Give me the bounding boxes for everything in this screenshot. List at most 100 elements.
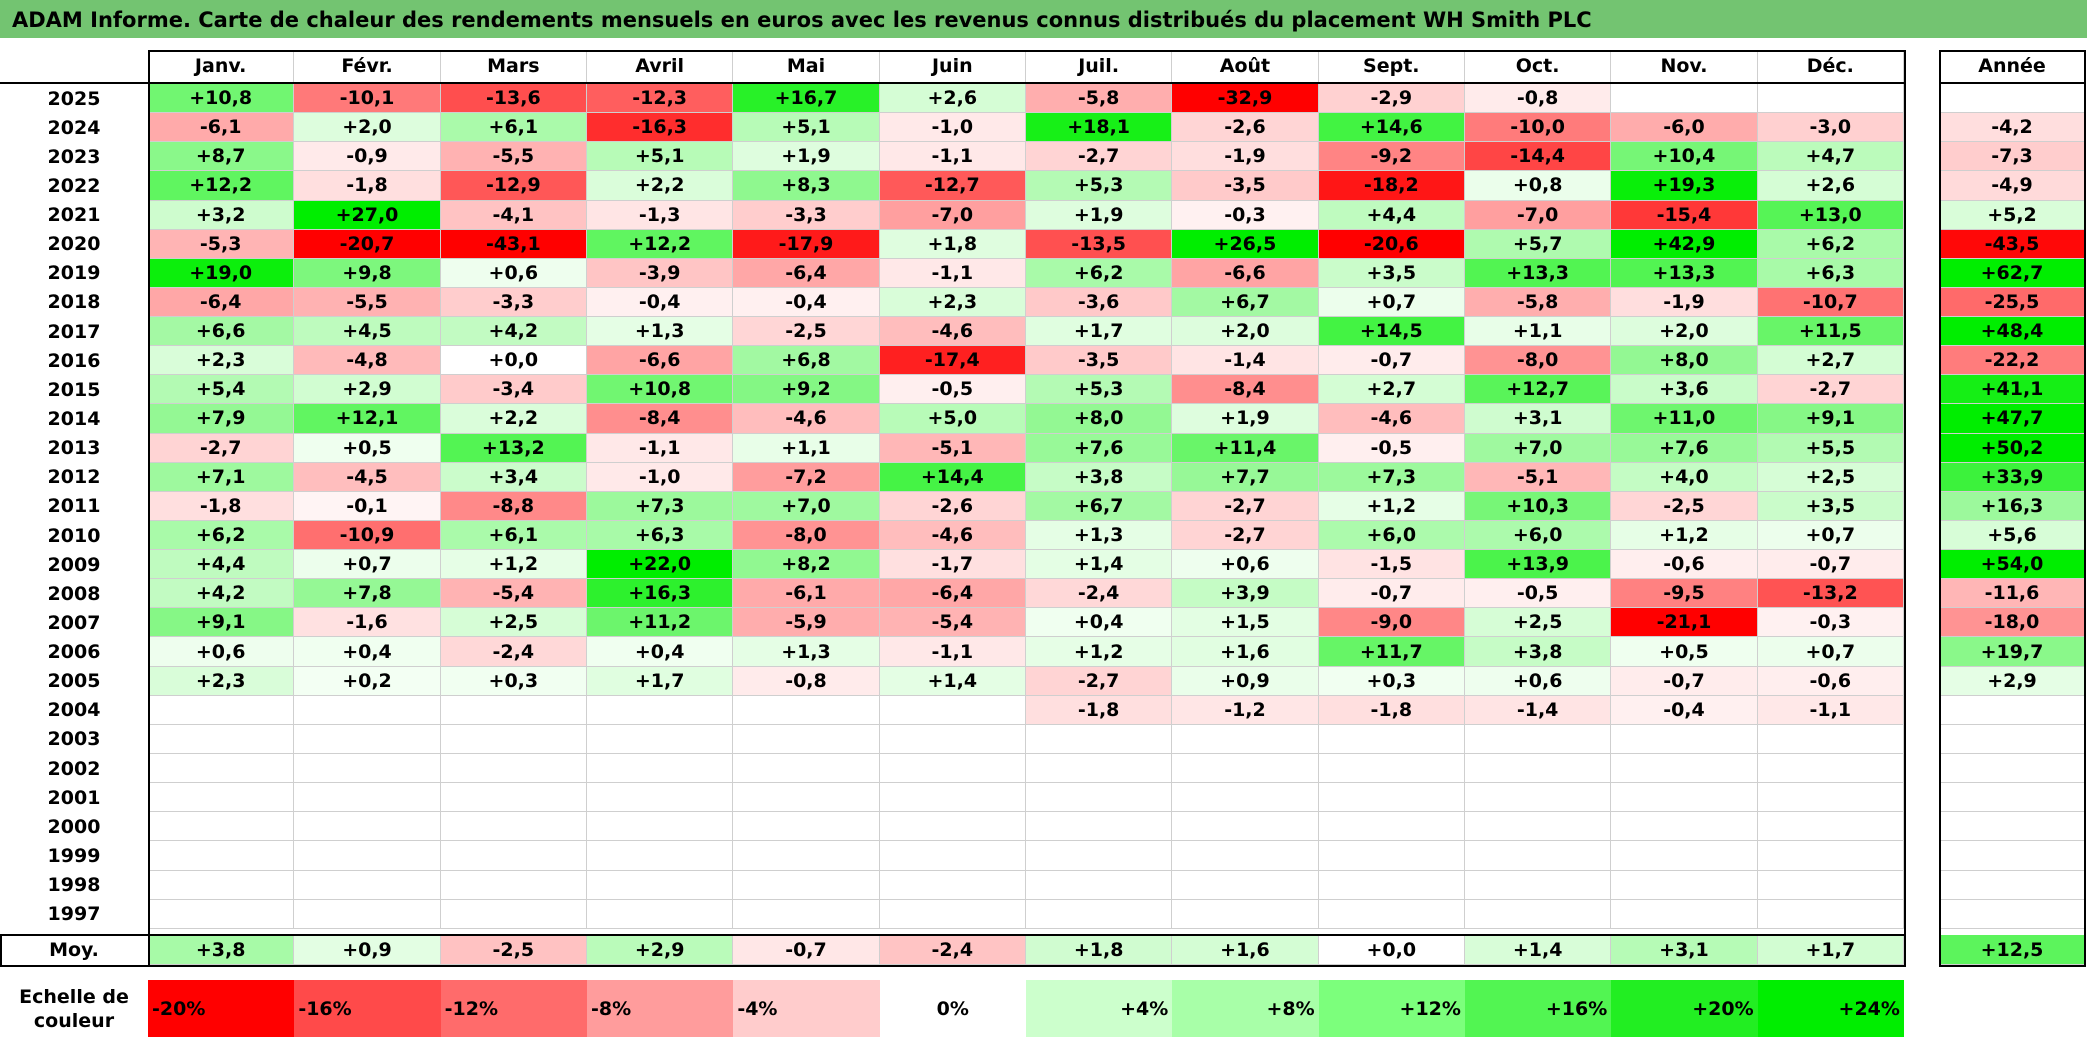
heatmap-cell bbox=[1025, 783, 1173, 813]
heatmap-cell: -0,9 bbox=[294, 142, 441, 172]
row-year-label: 2002 bbox=[47, 757, 101, 780]
row-year-label: 2014 bbox=[47, 407, 101, 430]
heatmap-cell bbox=[733, 812, 880, 842]
heatmap-cell: +0,6 bbox=[440, 258, 587, 288]
heatmap-cell: +3,1 bbox=[1464, 404, 1612, 434]
heatmap-cell: +5,7 bbox=[1464, 229, 1612, 259]
heatmap-cell: +4,2 bbox=[440, 317, 587, 347]
heatmap-cell: -4,5 bbox=[294, 462, 441, 492]
heatmap-cell bbox=[1318, 841, 1465, 871]
heatmap-cell: +7,0 bbox=[733, 491, 880, 521]
heatmap-cell: -0,4 bbox=[1611, 695, 1758, 725]
heatmap-cell: +11,7 bbox=[1318, 637, 1465, 667]
heatmap-cell bbox=[1318, 753, 1465, 784]
heatmap-cell bbox=[1464, 841, 1612, 871]
heatmap-cell bbox=[440, 695, 587, 725]
heatmap-cell: +7,1 bbox=[148, 462, 295, 492]
heatmap-cell: +4,7 bbox=[1757, 142, 1904, 172]
annual-cell: +19,7 bbox=[1939, 637, 2085, 667]
column-header: Nov. bbox=[1611, 50, 1758, 83]
column-header: Déc. bbox=[1757, 50, 1904, 83]
heatmap-cell: +2,6 bbox=[879, 84, 1026, 114]
heatmap-cell: +12,7 bbox=[1464, 375, 1612, 405]
heatmap-cell: -1,9 bbox=[1172, 142, 1319, 172]
heatmap-cell: +5,1 bbox=[586, 142, 734, 172]
heatmap-cell: -8,4 bbox=[586, 404, 734, 434]
heatmap-cell bbox=[586, 783, 734, 813]
heatmap-cell: +3,2 bbox=[148, 200, 295, 230]
heatmap-cell: -0,7 bbox=[1318, 579, 1465, 609]
heatmap-cell: +0,5 bbox=[1611, 637, 1758, 667]
heatmap-cell: +0,4 bbox=[294, 637, 441, 667]
average-annual-cell: +12,5 bbox=[1939, 935, 2085, 965]
heatmap-cell bbox=[294, 899, 441, 929]
heatmap-cell bbox=[586, 724, 734, 754]
heatmap-cell: +3,5 bbox=[1318, 258, 1465, 288]
heatmap-cell: +12,2 bbox=[148, 171, 295, 201]
year-column-header: Année bbox=[1939, 50, 2085, 83]
row-year-label: 2000 bbox=[47, 815, 101, 838]
heatmap-cell bbox=[1318, 870, 1465, 900]
row-year-label: 2006 bbox=[47, 641, 101, 664]
heatmap-cell: +9,1 bbox=[1757, 404, 1904, 434]
heatmap-cell: -1,9 bbox=[1611, 287, 1758, 318]
heatmap-cell: -2,7 bbox=[148, 433, 295, 463]
row-year-label: 2020 bbox=[47, 233, 101, 256]
heatmap-cell: +6,2 bbox=[148, 520, 295, 551]
heatmap-cell: +0,6 bbox=[1172, 550, 1319, 580]
heatmap-cell: +3,8 bbox=[1025, 462, 1173, 492]
heatmap-cell: -2,7 bbox=[1172, 520, 1319, 551]
heatmap-cell: +1,1 bbox=[1464, 317, 1612, 347]
heatmap-cell: -2,6 bbox=[879, 491, 1026, 521]
heatmap-cell: +0,7 bbox=[1757, 520, 1904, 551]
heatmap-cell: +14,6 bbox=[1318, 113, 1465, 143]
heatmap-cell: +0,4 bbox=[586, 637, 734, 667]
heatmap-cell: -3,9 bbox=[586, 258, 734, 288]
color-scale-step: +12% bbox=[1318, 980, 1465, 1037]
row-year-label: 2016 bbox=[47, 349, 101, 372]
heatmap-cell: +1,2 bbox=[1318, 491, 1465, 521]
heatmap-cell: +7,3 bbox=[586, 491, 734, 521]
heatmap-cell: +7,6 bbox=[1611, 433, 1758, 463]
heatmap-cell: -10,7 bbox=[1757, 287, 1904, 318]
heatmap-cell: -0,5 bbox=[879, 375, 1026, 405]
heatmap-cell: -20,7 bbox=[294, 229, 441, 259]
heatmap-cell: +11,2 bbox=[586, 608, 734, 638]
heatmap-cell bbox=[1172, 753, 1319, 784]
row-year-label: 2004 bbox=[47, 699, 101, 722]
row-year-label: 1998 bbox=[47, 874, 101, 897]
color-scale-step: +24% bbox=[1757, 980, 1904, 1037]
heatmap-cell: +2,2 bbox=[440, 404, 587, 434]
heatmap-cell: +2,0 bbox=[1611, 317, 1758, 347]
heatmap-cell: -3,3 bbox=[440, 287, 587, 318]
heatmap-cell: +2,2 bbox=[586, 171, 734, 201]
heatmap-cell bbox=[440, 753, 587, 784]
heatmap-cell: -6,4 bbox=[733, 258, 880, 288]
color-scale-step: +8% bbox=[1172, 980, 1319, 1037]
annual-cell: +5,6 bbox=[1939, 520, 2085, 551]
annual-cell bbox=[1939, 783, 2085, 813]
average-cell: +1,8 bbox=[1025, 935, 1173, 965]
heatmap-cell: +1,3 bbox=[586, 317, 734, 347]
heatmap-cell bbox=[879, 841, 1026, 871]
heatmap-cell: +7,9 bbox=[148, 404, 295, 434]
heatmap-cell: -12,3 bbox=[586, 84, 734, 114]
heatmap-cell: +6,7 bbox=[1172, 287, 1319, 318]
heatmap-cell: +1,3 bbox=[733, 637, 880, 667]
row-year-label: 2017 bbox=[47, 320, 101, 343]
heatmap-cell: -4,1 bbox=[440, 200, 587, 230]
heatmap-cell: -2,5 bbox=[1611, 491, 1758, 521]
column-header: Sept. bbox=[1318, 50, 1465, 83]
heatmap-cell: +7,0 bbox=[1464, 433, 1612, 463]
heatmap-cell: +11,5 bbox=[1757, 317, 1904, 347]
heatmap-cell: -2,7 bbox=[1025, 666, 1173, 696]
heatmap-cell: -12,7 bbox=[879, 171, 1026, 201]
heatmap-cell bbox=[879, 870, 1026, 900]
heatmap-cell: -6,6 bbox=[586, 346, 734, 376]
annual-cell bbox=[1939, 753, 2085, 784]
heatmap-cell bbox=[733, 695, 880, 725]
heatmap-cell: +2,0 bbox=[294, 113, 441, 143]
heatmap-cell bbox=[1318, 812, 1465, 842]
heatmap-cell: +2,9 bbox=[294, 375, 441, 405]
heatmap-cell: -1,8 bbox=[294, 171, 441, 201]
